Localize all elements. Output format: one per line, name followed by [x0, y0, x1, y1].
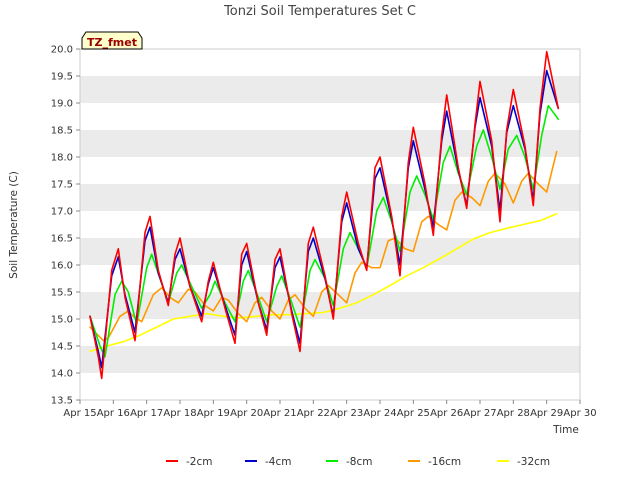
x-tick-label: Apr 25 [397, 408, 430, 419]
y-tick-label: 19.5 [51, 72, 73, 83]
x-tick-label: Apr 15 [63, 408, 96, 419]
grid-bands [80, 49, 580, 400]
grid-band [80, 130, 580, 157]
legend: -2cm -4cm -8cm -16cm -32cm [166, 456, 550, 468]
plot-frame [79, 48, 581, 401]
x-tick-label: Apr 19 [197, 408, 230, 419]
x-tick-label: Apr 22 [297, 408, 330, 419]
x-tick-label: Apr 29 [530, 408, 563, 419]
x-tick-label: Apr 27 [463, 408, 496, 419]
series-line-32cm [89, 212, 558, 353]
x-tick-label: Apr 26 [430, 408, 463, 419]
legend-label: -2cm [186, 456, 212, 468]
x-tick-label: Apr 21 [263, 408, 296, 419]
x-axis-label: Time [552, 424, 579, 436]
y-tick-label: 18.0 [51, 153, 73, 164]
x-tick-label: Apr 18 [163, 408, 196, 419]
y-tick-label: 15.0 [51, 315, 73, 326]
grid-band [80, 238, 580, 265]
y-tick-label: 14.0 [51, 369, 73, 380]
legend-label: -4cm [265, 456, 291, 468]
annotation-label: TZ_fmet [87, 36, 137, 49]
x-tick-label: Apr 24 [363, 408, 396, 419]
y-tick-label: 17.0 [51, 207, 73, 218]
y-tick-label: 13.5 [51, 396, 73, 407]
y-tick-label: 15.5 [51, 288, 73, 299]
y-tick-label: 19.0 [51, 99, 73, 110]
y-tick-label: 20.0 [51, 45, 73, 56]
annotation-tag-shape [81, 31, 143, 50]
series-layer [89, 50, 560, 380]
legend-label: -16cm [428, 456, 461, 468]
legend-label: -8cm [346, 456, 372, 468]
grid-band [80, 76, 580, 103]
x-tick-label: Apr 28 [497, 408, 530, 419]
x-tick-label: Apr 30 [563, 408, 596, 419]
x-tick-label: Apr 23 [330, 408, 363, 419]
y-tick-label: 18.5 [51, 126, 73, 137]
x-tick-label: Apr 20 [230, 408, 263, 419]
annotation-box: TZ_fmet [81, 31, 143, 50]
legend-label: -32cm [517, 456, 550, 468]
y-tick-label: 16.5 [51, 234, 73, 245]
series-line-16cm [89, 150, 558, 342]
y-tick-label: 16.0 [51, 261, 73, 272]
grid-band [80, 346, 580, 373]
y-axis-label: Soil Temperature (C) [8, 171, 20, 279]
grid-band [80, 184, 580, 211]
x-tick-label: Apr 17 [130, 408, 163, 419]
series-line-2cm [89, 50, 560, 380]
axis-ticks: 13.5 14.0 14.5 15.0 15.5 16.0 16.5 17.0 17.5 18.0… [51, 45, 597, 420]
x-tick-label: Apr 16 [97, 408, 130, 419]
plot-background [80, 49, 580, 400]
y-tick-label: 17.5 [51, 180, 73, 191]
chart-title: Tonzi Soil Temperatures Set C [223, 4, 416, 19]
y-tick-label: 14.5 [51, 342, 73, 353]
